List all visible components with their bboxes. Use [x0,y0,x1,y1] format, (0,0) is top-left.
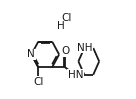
Text: H: H [57,21,65,31]
Text: Cl: Cl [33,77,44,87]
Text: N: N [27,49,35,59]
Text: NH: NH [77,42,92,53]
Text: Cl: Cl [62,13,72,23]
Text: HN: HN [68,70,83,80]
Text: O: O [61,46,69,57]
